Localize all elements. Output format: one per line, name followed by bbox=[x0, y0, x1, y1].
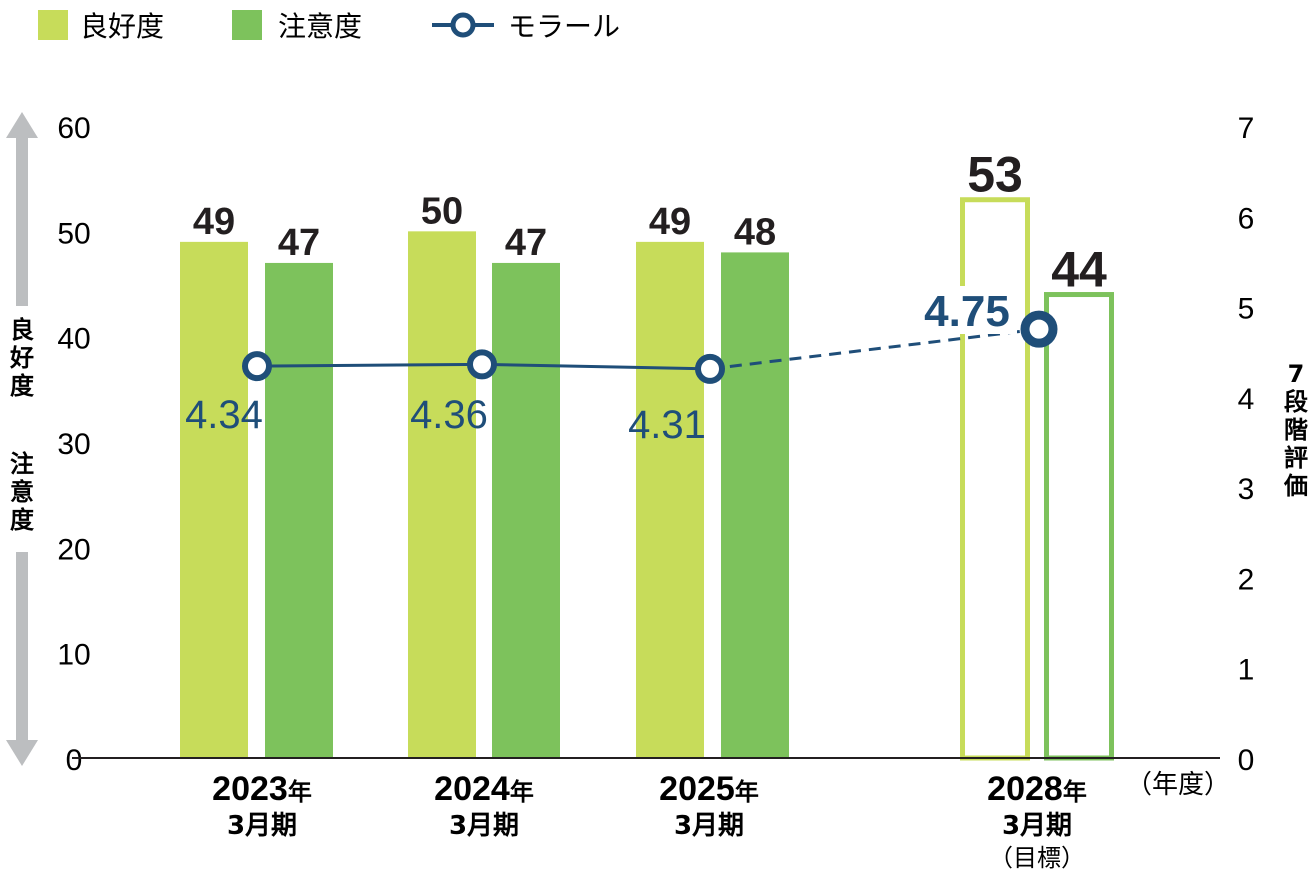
morale-value-label: 4.34 bbox=[185, 393, 263, 437]
right-axis-ticks: 0 1 2 3 4 5 6 7 bbox=[1238, 112, 1255, 777]
right-axis-title-char: 評 bbox=[1284, 444, 1308, 472]
morale-point bbox=[695, 353, 725, 384]
x-category-year: 2024年 bbox=[434, 770, 534, 808]
x-category-period: 3月期 bbox=[674, 811, 744, 841]
bars bbox=[180, 197, 1114, 761]
left-arrow-down-head bbox=[6, 740, 38, 766]
bar-value-label: 47 bbox=[505, 222, 547, 264]
x-axis-unit: （年度） bbox=[1126, 770, 1230, 800]
bar-caution bbox=[721, 252, 789, 758]
right-tick-label: 1 bbox=[1238, 654, 1255, 687]
bar-good bbox=[180, 241, 248, 758]
bar-good bbox=[636, 241, 704, 758]
legend-label-caution: 注意度 bbox=[278, 10, 362, 43]
right-axis-title-char: 価 bbox=[1283, 472, 1308, 500]
left-axis-title-char: 意 bbox=[10, 478, 34, 506]
right-axis-title-char: 階 bbox=[1284, 416, 1308, 444]
bar-caution bbox=[492, 262, 560, 758]
x-category-period: 3月期 bbox=[1002, 811, 1072, 841]
bar-caution-target bbox=[1044, 292, 1114, 761]
bar-caution bbox=[265, 262, 333, 758]
left-tick-label: 60 bbox=[57, 112, 90, 145]
bar-good-target bbox=[960, 197, 1030, 761]
right-axis-title-char: 7 bbox=[1288, 360, 1305, 388]
legend-swatch-caution bbox=[232, 10, 262, 40]
left-tick-label: 10 bbox=[57, 639, 90, 672]
left-tick-label: 0 bbox=[66, 744, 83, 777]
right-tick-label: 2 bbox=[1238, 563, 1255, 596]
morale-segment-target bbox=[709, 327, 1040, 371]
bar-value-label: 47 bbox=[278, 222, 320, 264]
x-category-period: 3月期 bbox=[449, 811, 519, 841]
bar-value-label: 48 bbox=[734, 211, 776, 253]
left-axis-title: 良好度 注意度 bbox=[6, 112, 38, 766]
x-category-year: 2023年 bbox=[212, 770, 312, 808]
legend-swatch-good bbox=[38, 10, 68, 40]
morale-value-label: 4.75 bbox=[924, 287, 1010, 336]
legend-marker-morale bbox=[450, 12, 476, 38]
left-arrow-up-shaft bbox=[16, 136, 28, 306]
right-tick-label: 5 bbox=[1238, 293, 1255, 326]
left-axis-title-char: 良 bbox=[10, 316, 34, 344]
left-axis-ticks: 0 10 20 30 40 50 60 bbox=[57, 112, 90, 777]
x-category-note: （目標） bbox=[989, 844, 1085, 872]
left-arrow-up-head bbox=[6, 112, 38, 138]
right-axis-title-char: 段 bbox=[1284, 388, 1308, 416]
left-tick-label: 50 bbox=[57, 217, 90, 250]
left-tick-label: 40 bbox=[57, 323, 90, 356]
morale-value-label: 4.36 bbox=[410, 393, 488, 437]
morale-segment bbox=[256, 362, 483, 368]
left-arrow-down-shaft bbox=[16, 552, 28, 742]
morale-value-label: 4.31 bbox=[628, 403, 706, 447]
morale-value-labels: 4.34 4.36 4.31 4.75 bbox=[185, 286, 1017, 447]
left-tick-label: 20 bbox=[57, 533, 90, 566]
right-tick-label: 0 bbox=[1238, 744, 1255, 777]
left-axis-title-char: 度 bbox=[10, 506, 35, 534]
bar-value-label: 49 bbox=[649, 201, 691, 243]
right-tick-label: 4 bbox=[1238, 383, 1255, 416]
legend: 良好度 注意度 モラール bbox=[38, 10, 620, 43]
left-axis-title-top: 良好度 bbox=[9, 316, 35, 400]
x-category-year: 2028年 bbox=[987, 770, 1087, 808]
legend-label-morale: モラール bbox=[508, 10, 620, 43]
morale-point bbox=[467, 349, 497, 380]
bar-value-label: 53 bbox=[967, 147, 1023, 203]
left-tick-label: 30 bbox=[57, 428, 90, 461]
legend-label-good: 良好度 bbox=[80, 10, 164, 43]
bar-good bbox=[408, 231, 476, 759]
right-tick-label: 7 bbox=[1238, 112, 1255, 145]
x-category-period: 3月期 bbox=[227, 811, 297, 841]
left-axis-title-char: 注 bbox=[10, 450, 34, 478]
left-axis-title-char: 度 bbox=[10, 372, 35, 400]
bar-value-labels: 49 47 50 47 49 48 53 44 bbox=[193, 147, 1107, 298]
morale-line bbox=[242, 310, 1058, 384]
right-tick-label: 6 bbox=[1238, 202, 1255, 235]
morale-segment bbox=[481, 362, 711, 371]
morale-point bbox=[1020, 310, 1058, 348]
morale-label-bg bbox=[917, 286, 1017, 334]
bar-value-label: 44 bbox=[1051, 242, 1107, 298]
bar-value-label: 49 bbox=[193, 201, 235, 243]
morale-point bbox=[242, 351, 272, 382]
left-axis-title-char: 好 bbox=[9, 344, 34, 372]
bar-value-label: 50 bbox=[421, 190, 463, 232]
x-category-year: 2025年 bbox=[659, 770, 759, 808]
right-tick-label: 3 bbox=[1238, 473, 1255, 506]
left-axis-title-bottom: 注意度 bbox=[10, 450, 35, 534]
